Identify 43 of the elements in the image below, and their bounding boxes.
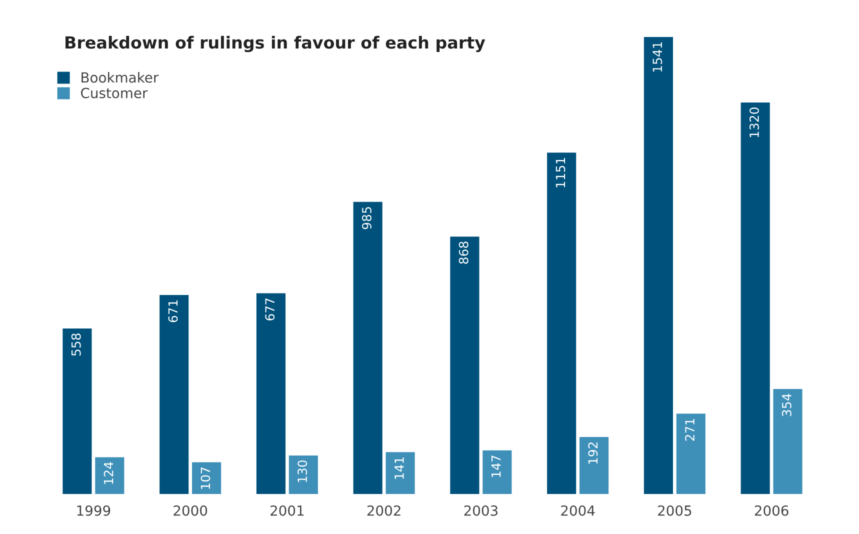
data-label: 1320 xyxy=(750,108,759,138)
bar xyxy=(353,202,382,494)
bar xyxy=(580,437,609,494)
data-label: 107 xyxy=(200,468,210,489)
bar xyxy=(288,455,318,494)
x-tick-label: 2002 xyxy=(367,505,400,516)
bar xyxy=(192,462,222,494)
data-label: 558 xyxy=(71,334,81,356)
data-label: 868 xyxy=(458,242,468,264)
x-tick-label: 2006 xyxy=(754,505,788,516)
data-label: 985 xyxy=(362,207,372,230)
x-tick-label: 2000 xyxy=(174,505,208,516)
data-label: 1541 xyxy=(652,42,662,72)
bar xyxy=(676,414,706,494)
data-label: 130 xyxy=(298,460,308,482)
data-label: 671 xyxy=(168,300,178,322)
bar xyxy=(386,452,415,494)
bar xyxy=(95,457,124,494)
data-label: 124 xyxy=(104,462,114,484)
bar xyxy=(450,236,480,494)
bar xyxy=(482,450,512,494)
data-label: 1151 xyxy=(556,158,566,188)
x-tick-label: 2001 xyxy=(270,505,304,516)
x-tick-label: 2004 xyxy=(561,505,595,516)
data-label: 141 xyxy=(394,458,404,479)
data-label: 192 xyxy=(588,442,598,464)
bar xyxy=(256,293,286,494)
chart-title: Breakdown of rulings in favour of each party xyxy=(66,36,486,52)
legend-label: Customer xyxy=(81,88,148,98)
legend-label: Bookmaker xyxy=(82,72,159,83)
x-tick-label: 1999 xyxy=(77,505,110,516)
data-label: 147 xyxy=(492,456,501,478)
x-tick-label: 2005 xyxy=(658,505,692,516)
data-label: 354 xyxy=(782,394,792,416)
bar xyxy=(547,152,576,494)
bar xyxy=(160,295,189,494)
data-label: 271 xyxy=(685,418,694,441)
bar xyxy=(740,102,770,494)
bar xyxy=(644,37,673,494)
bar xyxy=(62,328,92,494)
data-label: 677 xyxy=(265,298,275,320)
x-tick-label: 2003 xyxy=(464,505,498,516)
bar xyxy=(773,389,802,494)
